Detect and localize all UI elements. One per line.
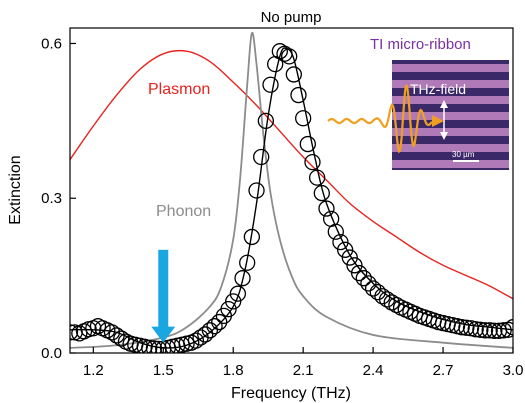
x-axis-label: Frequency (THz)	[231, 385, 351, 402]
data-point-marker	[420, 310, 438, 328]
data-point-marker	[187, 332, 205, 349]
data-point-marker	[495, 322, 512, 339]
data-point-marker	[500, 321, 513, 338]
data-point-marker	[313, 184, 330, 202]
thz-wave-arrowhead	[432, 115, 444, 127]
x-tick-label: 1.8	[223, 362, 244, 379]
field-arrowhead-up	[440, 100, 448, 108]
data-point-marker	[336, 241, 354, 258]
x-tick-label: 2.4	[363, 362, 384, 379]
x-tick-label: 2.1	[293, 362, 314, 379]
data-point-marker	[108, 327, 125, 344]
data-point-marker	[201, 322, 219, 339]
data-point-marker	[360, 275, 377, 292]
data-point-marker	[290, 86, 307, 104]
measured-data-points	[70, 43, 513, 353]
data-point-marker	[234, 270, 251, 287]
inset-title: TI micro-ribbon	[370, 36, 471, 53]
data-point-marker	[341, 249, 358, 266]
data-point-marker	[136, 338, 153, 353]
data-point-marker	[192, 329, 209, 346]
data-point-marker	[113, 330, 130, 347]
data-point-marker	[229, 285, 247, 302]
data-point-marker	[388, 296, 405, 314]
inset-image	[392, 60, 509, 170]
data-point-marker	[467, 321, 484, 338]
arrow-shaft	[158, 249, 169, 329]
data-point-marker	[458, 319, 475, 336]
data-point-marker	[285, 66, 302, 83]
plasmon-label: Plasmon	[148, 81, 210, 98]
data-point-marker	[197, 326, 214, 343]
data-point-marker	[416, 309, 433, 326]
data-point-marker	[295, 110, 312, 127]
data-point-marker	[486, 322, 503, 339]
x-tick-label: 1.5	[153, 362, 174, 379]
data-point-marker	[472, 321, 489, 338]
plot-frame	[69, 27, 514, 354]
data-point-marker	[346, 257, 363, 274]
data-point-marker	[281, 48, 298, 65]
data-point-marker	[481, 322, 498, 339]
data-point-marker	[378, 291, 396, 308]
data-point-marker	[206, 318, 223, 335]
inset-scale-label: 30 µm	[452, 150, 475, 159]
data-point-marker	[411, 307, 428, 325]
data-point-marker	[327, 223, 344, 240]
data-point-marker	[374, 288, 391, 305]
data-point-marker	[103, 324, 121, 341]
data-point-marker	[299, 135, 316, 153]
data-point-marker	[243, 228, 261, 246]
x-tick-label: 1.2	[83, 362, 104, 379]
chart-title: No pump	[261, 9, 322, 26]
data-point-marker	[308, 169, 326, 186]
x-tick-label: 2.7	[433, 362, 454, 379]
y-tick-label: 0.6	[41, 35, 62, 52]
data-point-marker	[476, 322, 494, 339]
field-arrowhead-down	[440, 132, 448, 140]
phonon-curve	[70, 31, 513, 349]
data-point-marker	[350, 264, 368, 282]
data-point-marker	[453, 319, 470, 336]
data-point-marker	[504, 319, 513, 336]
data-point-marker	[318, 200, 335, 217]
thz-wave	[327, 84, 433, 154]
data-point-marker	[253, 148, 270, 166]
data-point-marker	[141, 339, 158, 353]
data-point-marker	[248, 182, 265, 199]
y-axis-label: Extinction	[7, 155, 24, 224]
x-tick-label: 3.0	[503, 362, 524, 379]
phonon-label: Phonon	[156, 203, 211, 220]
inset-field-label: THz-field	[410, 81, 466, 97]
data-point-marker	[145, 340, 163, 353]
data-point-marker	[425, 312, 442, 329]
data-point-marker	[332, 233, 349, 251]
data-point-marker	[239, 254, 256, 271]
data-point-marker	[304, 153, 321, 171]
data-point-marker	[257, 112, 275, 130]
inset-panel: TI micro-ribbon THz-field 30 µm	[327, 36, 509, 170]
data-point-marker	[220, 300, 237, 318]
data-point-marker	[150, 340, 167, 353]
data-point-marker	[271, 43, 288, 60]
data-point-marker	[225, 293, 242, 310]
y-tick-label: 0.3	[41, 190, 62, 207]
plasmon-curve	[70, 49, 513, 300]
data-point-marker	[262, 76, 279, 93]
data-point-marker	[211, 313, 228, 331]
data-point-marker	[276, 45, 293, 62]
data-point-marker	[355, 270, 372, 287]
y-tick-label: 0.0	[41, 345, 62, 362]
arrow-icon	[151, 326, 176, 343]
data-point-marker	[383, 294, 400, 311]
data-point-marker	[70, 324, 79, 341]
